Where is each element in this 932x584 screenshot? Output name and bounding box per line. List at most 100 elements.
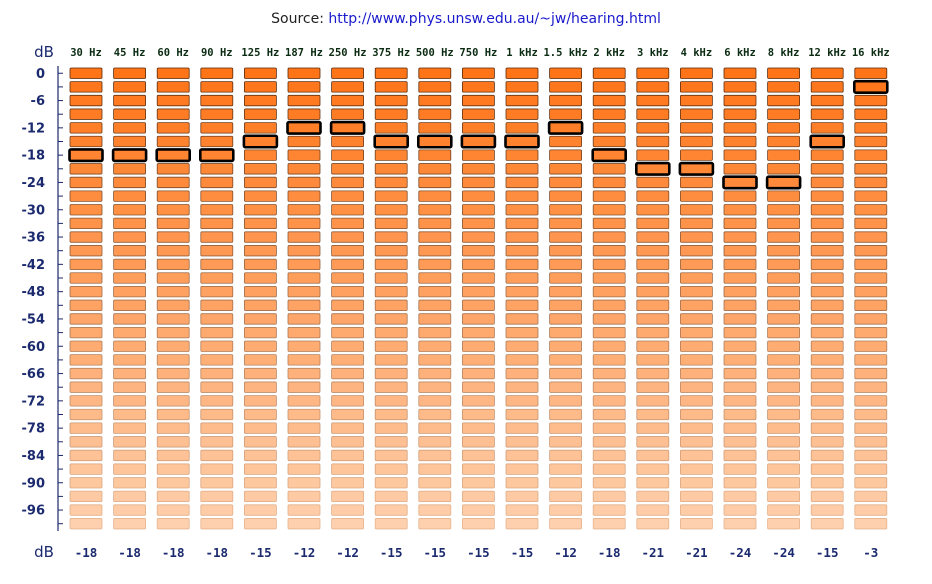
level-cell[interactable] [810,285,844,298]
level-cell[interactable] [810,313,844,325]
level-cell[interactable] [331,436,365,448]
level-cell[interactable] [287,285,321,298]
level-cell[interactable] [331,463,365,475]
level-cell[interactable] [810,463,844,475]
level-cell[interactable] [374,449,408,462]
level-cell[interactable] [636,122,670,134]
level-cell[interactable] [331,395,365,407]
level-cell[interactable] [200,272,234,284]
level-cell[interactable] [243,326,277,339]
level-cell[interactable] [374,490,408,503]
level-cell[interactable] [418,245,452,257]
level-cell[interactable] [767,367,800,380]
level-cell[interactable] [287,108,321,120]
level-cell[interactable] [287,395,321,407]
level-cell[interactable] [854,395,888,407]
level-cell[interactable] [505,395,539,407]
level-cell[interactable] [767,217,800,230]
level-cell[interactable] [69,217,103,230]
level-cell[interactable] [156,436,190,448]
level-cell[interactable] [200,135,234,148]
level-cell[interactable] [287,422,321,434]
level-cell[interactable] [592,299,626,311]
level-cell[interactable] [505,449,539,462]
level-cell[interactable] [854,108,888,120]
level-cell[interactable] [113,163,146,175]
level-cell[interactable] [854,422,888,434]
level-cell[interactable] [156,313,190,325]
level-cell[interactable] [854,94,888,107]
level-cell[interactable] [505,190,539,202]
level-cell[interactable] [810,190,844,202]
level-cell[interactable] [156,340,190,352]
level-cell[interactable] [680,340,713,352]
level-cell[interactable] [113,122,146,134]
level-cell[interactable] [810,518,844,530]
level-cell[interactable] [549,272,582,284]
level-cell[interactable] [287,204,321,216]
level-cell[interactable] [374,504,408,516]
level-cell[interactable] [374,108,408,120]
level-cell[interactable] [113,135,146,148]
level-cell[interactable] [810,204,844,216]
level-cell[interactable] [854,67,888,79]
level-cell[interactable] [418,163,452,175]
level-cell[interactable] [767,477,800,489]
level-cell[interactable] [331,122,365,134]
level-cell[interactable] [374,299,408,311]
level-cell[interactable] [505,504,539,516]
level-cell[interactable] [767,245,800,257]
level-cell[interactable] [549,490,582,503]
level-cell[interactable] [636,176,670,189]
level-cell[interactable] [767,204,800,216]
level-cell[interactable] [505,313,539,325]
level-cell[interactable] [113,477,146,489]
level-cell[interactable] [592,217,626,230]
level-cell[interactable] [418,272,452,284]
level-cell[interactable] [331,272,365,284]
level-cell[interactable] [767,94,800,107]
level-cell[interactable] [69,81,103,93]
level-cell[interactable] [461,285,495,298]
level-cell[interactable] [113,490,146,503]
level-cell[interactable] [549,108,582,120]
level-cell[interactable] [113,313,146,325]
level-cell[interactable] [854,122,888,134]
level-cell[interactable] [854,518,888,530]
level-cell[interactable] [810,477,844,489]
level-cell[interactable] [113,245,146,257]
level-cell[interactable] [461,108,495,120]
level-cell[interactable] [243,381,277,393]
level-cell[interactable] [854,231,888,243]
level-cell[interactable] [549,176,582,189]
level-cell[interactable] [549,204,582,216]
level-cell[interactable] [418,81,452,93]
level-cell[interactable] [287,354,321,366]
level-cell[interactable] [854,504,888,516]
level-cell[interactable] [767,122,800,134]
level-cell[interactable] [287,135,321,148]
level-cell[interactable] [113,408,146,421]
level-cell[interactable] [636,81,670,93]
level-cell[interactable] [461,67,495,79]
level-cell[interactable] [505,163,539,175]
level-cell[interactable] [854,81,888,93]
level-cell[interactable] [680,490,713,503]
level-cell[interactable] [113,422,146,434]
level-cell[interactable] [854,204,888,216]
level-cell[interactable] [113,436,146,448]
level-cell[interactable] [69,149,103,161]
level-cell[interactable] [331,354,365,366]
level-cell[interactable] [723,81,757,93]
level-cell[interactable] [461,518,495,530]
level-cell[interactable] [461,326,495,339]
level-cell[interactable] [636,422,670,434]
level-cell[interactable] [723,477,757,489]
level-cell[interactable] [680,436,713,448]
level-cell[interactable] [505,477,539,489]
level-cell[interactable] [200,449,234,462]
level-cell[interactable] [505,204,539,216]
level-cell[interactable] [723,272,757,284]
level-cell[interactable] [113,504,146,516]
level-cell[interactable] [680,81,713,93]
